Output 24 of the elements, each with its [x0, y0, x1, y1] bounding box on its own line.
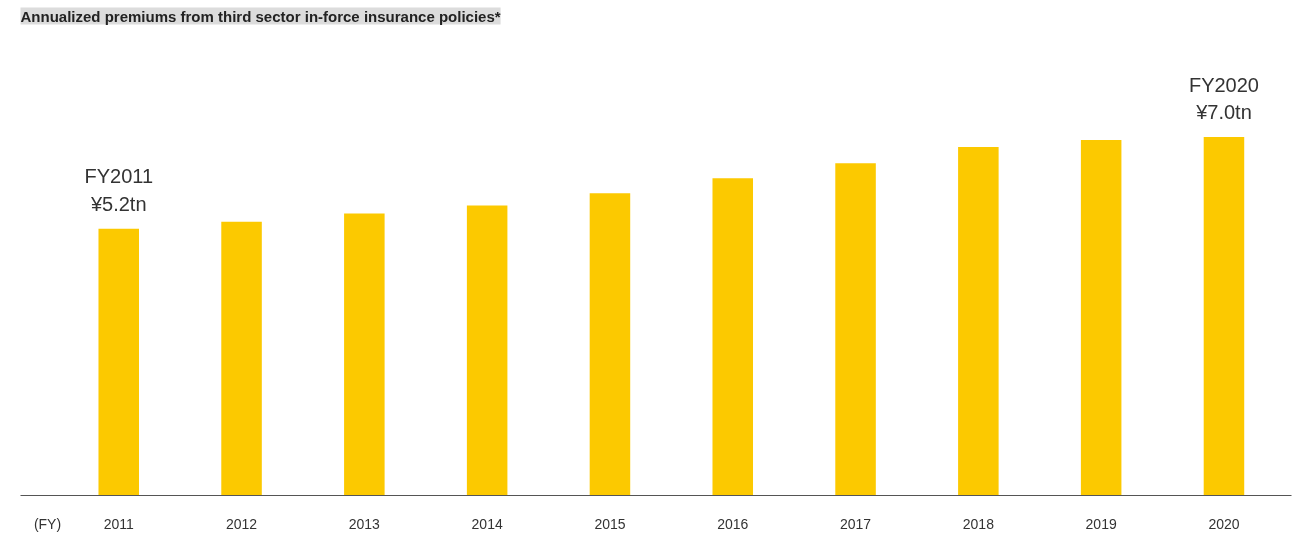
bar	[958, 147, 999, 496]
x-tick-label: 2017	[839, 515, 872, 532]
x-tick-label: 2018	[962, 515, 995, 532]
annotation: FY2011 ¥5.2tn	[84, 165, 154, 215]
x-axis-title: (FY)	[33, 515, 62, 532]
bar	[1080, 139, 1122, 496]
annotation: FY2020 ¥7.0tn	[1188, 73, 1259, 124]
x-tick-label: 2019	[1085, 515, 1117, 532]
bar	[344, 213, 385, 496]
bar	[466, 205, 508, 496]
x-tick-label: 2016	[717, 515, 749, 532]
x-tick-label: 2015	[594, 515, 626, 532]
chart-title: Annualized premiums from third sector in-force insurance policies*	[20, 7, 501, 25]
bar	[98, 228, 139, 496]
bar	[1203, 137, 1245, 496]
x-tick-label: 2013	[348, 515, 381, 532]
bar	[835, 163, 876, 496]
x-tick-label: 2012	[225, 515, 258, 532]
x-tick-label: 2020	[1208, 515, 1240, 532]
bar	[712, 178, 754, 496]
x-tick-label: 2014	[471, 515, 503, 532]
bar	[221, 221, 262, 496]
x-tick-label: 2011	[103, 515, 135, 532]
bar	[589, 193, 631, 496]
